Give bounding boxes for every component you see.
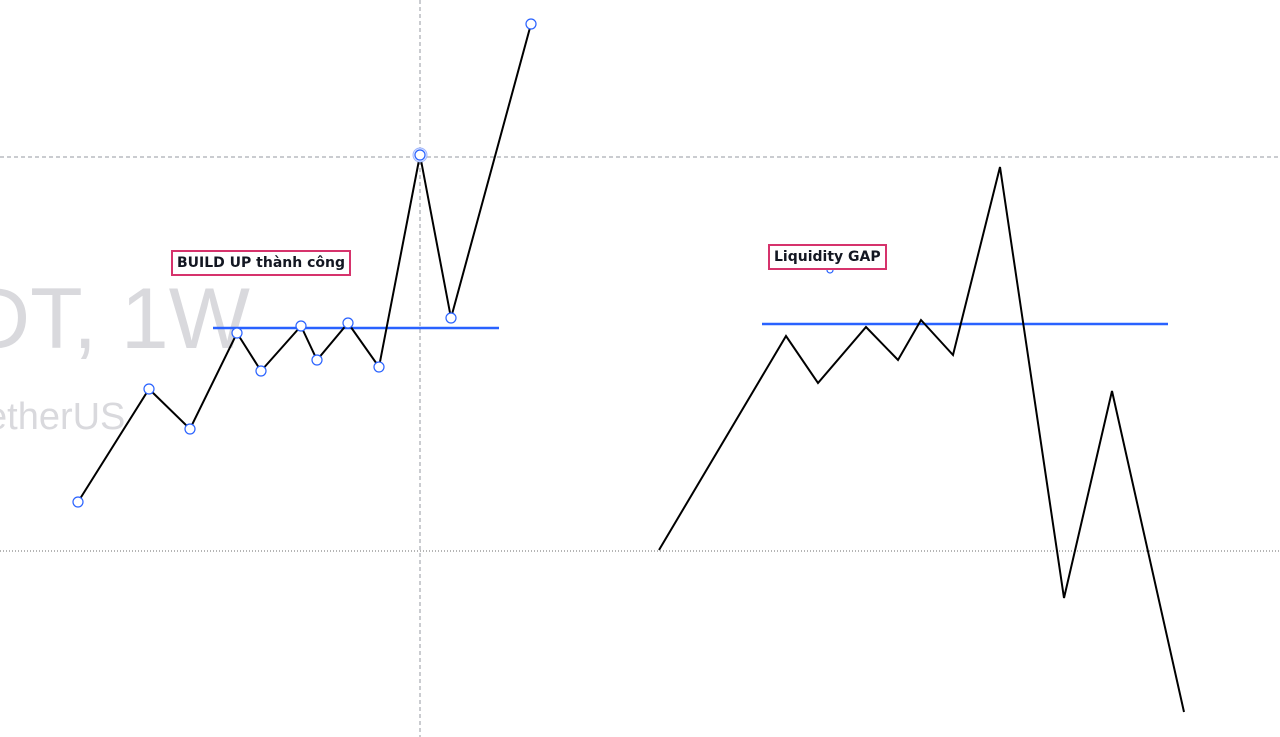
- build-up-text-label[interactable]: BUILD UP thành công: [171, 250, 351, 276]
- path-anchor[interactable]: [143, 383, 155, 395]
- symbol-description-watermark: etherUS: [0, 396, 126, 438]
- path-anchor[interactable]: [295, 320, 307, 332]
- liquidity-gap-path[interactable]: [658, 166, 1185, 713]
- path-anchor[interactable]: [231, 327, 243, 339]
- path-anchor[interactable]: [445, 312, 457, 324]
- path-anchor[interactable]: [184, 423, 196, 435]
- liquidity-gap-text-label[interactable]: Liquidity GAP: [768, 244, 887, 270]
- path-anchor[interactable]: [255, 365, 267, 377]
- path-anchor[interactable]: [311, 354, 323, 366]
- path-anchor[interactable]: [342, 317, 354, 329]
- build-up-path[interactable]: [77, 23, 532, 503]
- path-anchor-selected[interactable]: [414, 149, 426, 161]
- build-up-path-anchors[interactable]: [72, 18, 537, 508]
- path-anchor[interactable]: [525, 18, 537, 30]
- symbol-watermark: DT, 1W: [0, 271, 250, 367]
- path-anchor[interactable]: [373, 361, 385, 373]
- path-anchor[interactable]: [72, 496, 84, 508]
